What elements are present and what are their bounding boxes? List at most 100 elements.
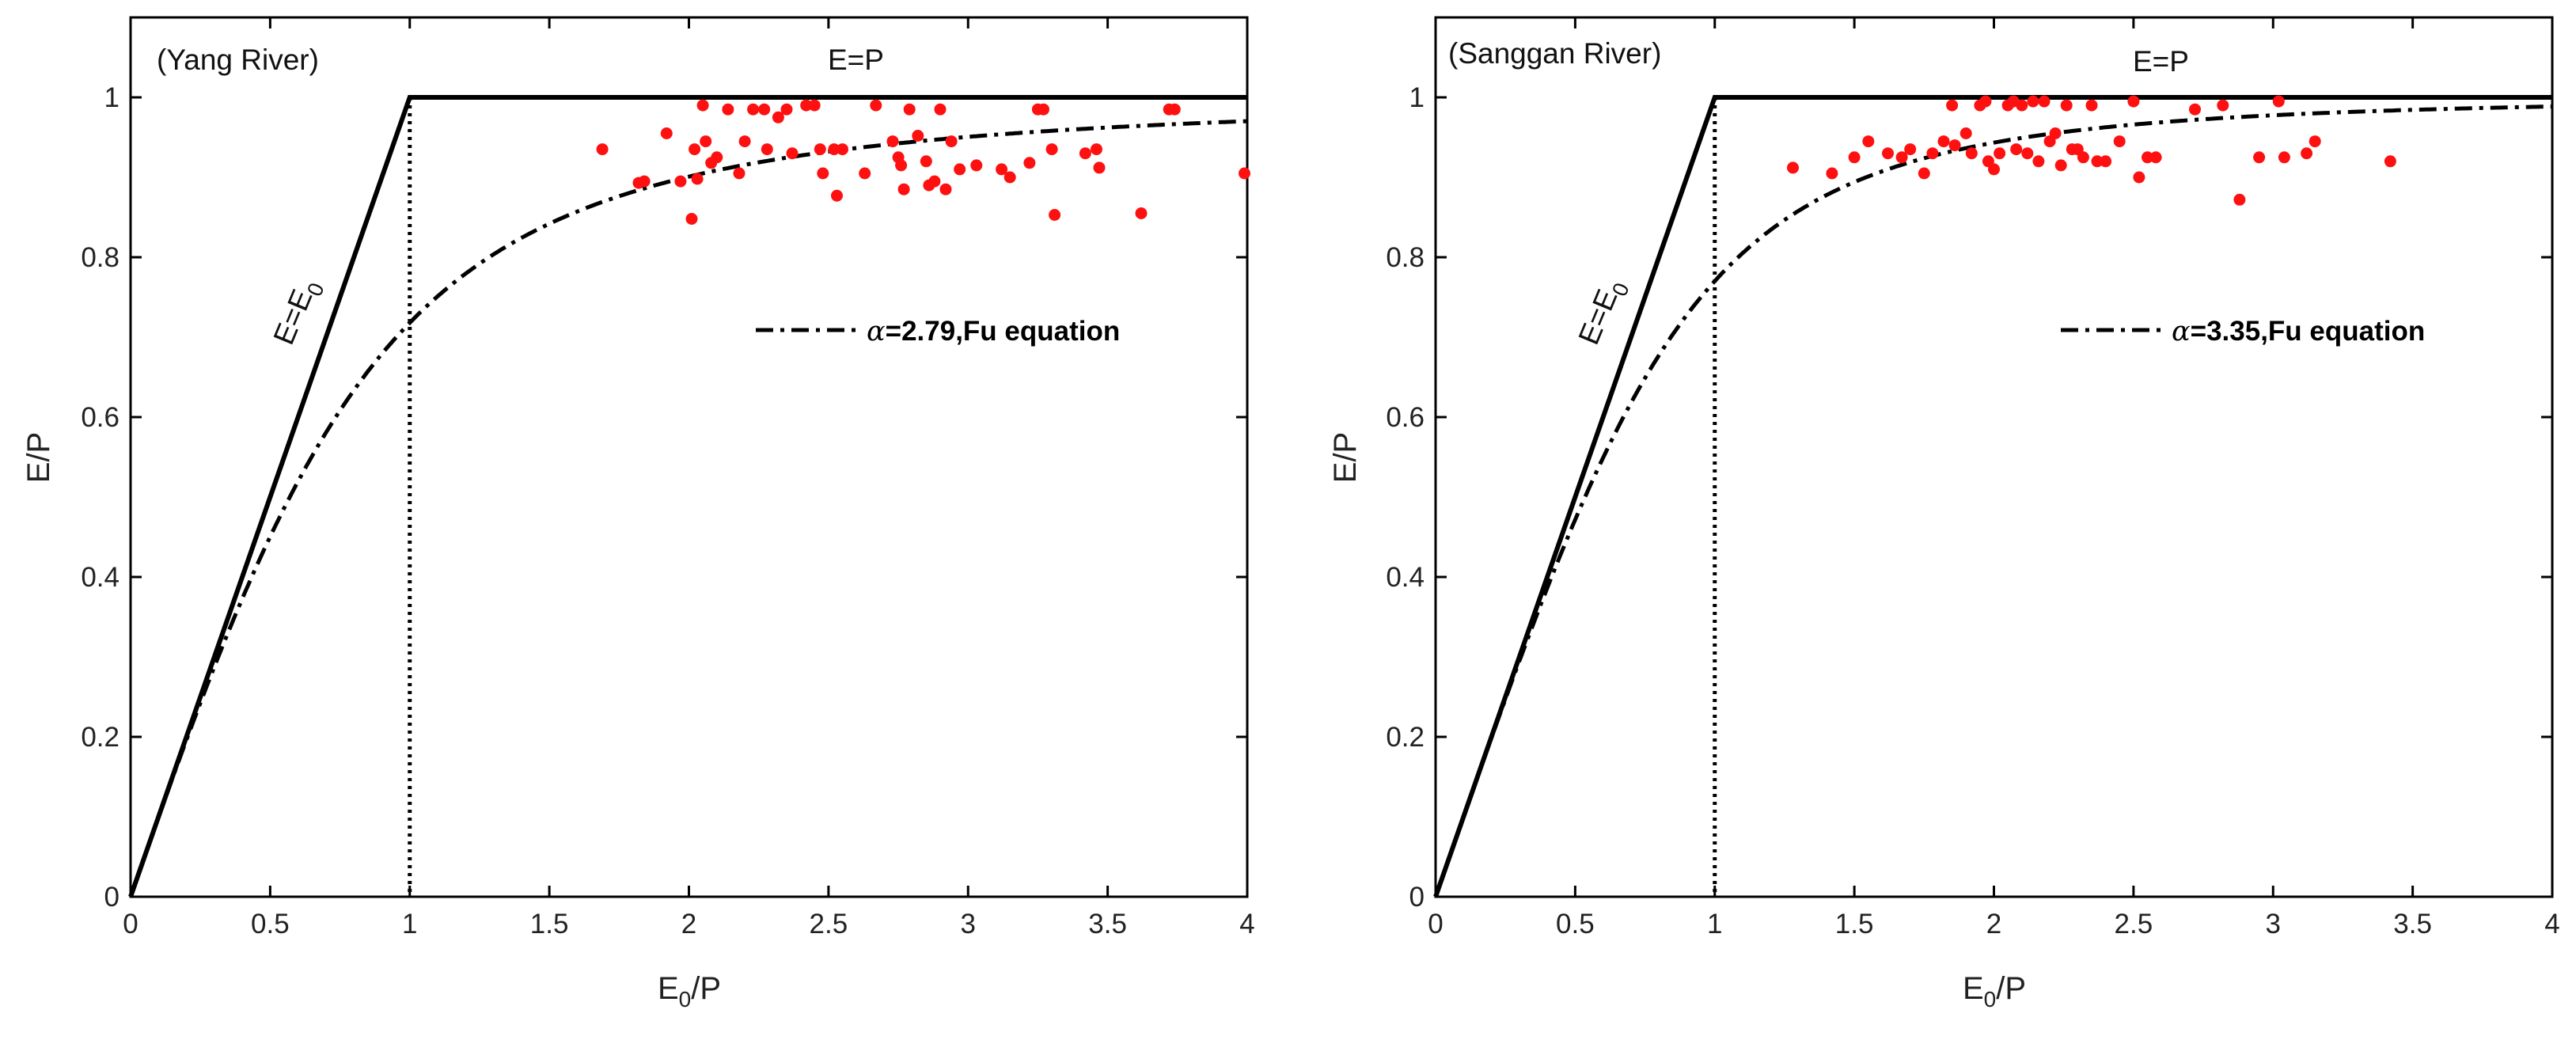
x-tick-label: 4	[2544, 909, 2559, 939]
data-point	[700, 135, 712, 148]
y-tick-label: 0.2	[1386, 722, 1425, 753]
y-tick-label: 1	[104, 82, 120, 113]
data-point	[1904, 143, 1917, 156]
data-point	[996, 163, 1008, 176]
data-point	[758, 103, 771, 116]
data-point	[2217, 99, 2229, 112]
x-axis-label-sub: 0	[679, 987, 692, 1012]
data-point	[2278, 151, 2290, 164]
data-point	[2077, 151, 2089, 164]
data-point	[1079, 147, 1091, 160]
data-point	[2027, 95, 2039, 108]
data-point	[817, 167, 829, 180]
data-point	[596, 143, 609, 156]
x-axis-label-tail: /P	[691, 971, 721, 1006]
data-point	[1093, 161, 1106, 174]
data-point	[934, 103, 947, 116]
x-axis-label: E0/P	[1963, 971, 2026, 1012]
data-point	[945, 135, 958, 148]
data-point	[1049, 209, 1061, 221]
data-point	[1895, 151, 1908, 164]
x-tick-label: 1	[1707, 909, 1722, 939]
x-tick-label: 1.5	[1835, 909, 1874, 939]
x-tick-label: 3	[961, 909, 976, 939]
data-point	[1787, 161, 1799, 174]
data-point	[674, 175, 687, 188]
data-point	[2149, 151, 2162, 164]
data-point	[2133, 171, 2145, 184]
data-point	[1091, 143, 1102, 156]
x-tick-label: 3.5	[1088, 909, 1127, 939]
data-point	[2253, 151, 2266, 164]
data-point	[870, 99, 882, 112]
legend-alpha-symbol: α	[2172, 316, 2191, 347]
data-point	[1135, 207, 1148, 219]
data-point	[920, 155, 932, 168]
observed-points	[1787, 95, 2396, 206]
data-point	[939, 183, 952, 195]
data-point	[800, 99, 813, 112]
data-point	[912, 130, 924, 142]
data-point	[711, 151, 723, 164]
x-tick-label: 4	[1239, 909, 1254, 939]
data-point	[638, 175, 651, 188]
x-tick-label: 0	[123, 909, 138, 939]
y-tick-label: 0.4	[81, 562, 120, 593]
x-axis-label: E0/P	[658, 971, 721, 1012]
data-point	[903, 103, 916, 116]
x-tick-label: 2.5	[2115, 909, 2153, 939]
data-point	[897, 183, 910, 195]
y-tick-label: 0.2	[81, 722, 120, 753]
legend-alpha-symbol: α	[867, 316, 886, 347]
x-tick-label: 1.5	[530, 909, 569, 939]
data-point	[2032, 155, 2045, 168]
x-axis-label-main: E	[1963, 971, 1984, 1006]
data-point	[772, 111, 784, 123]
data-point	[828, 143, 840, 156]
x-axis-label-sub: 0	[1984, 987, 1997, 1012]
data-point	[1988, 163, 2000, 176]
data-point	[1038, 103, 1049, 116]
data-point	[2272, 95, 2285, 108]
x-axis-label-tail: /P	[1996, 971, 2026, 1006]
energy-limit-line	[1433, 95, 2552, 898]
y-ticks: 0 0.2 0.4 0.6 0.8 1	[81, 82, 1247, 913]
water-limit-label: E=P	[828, 44, 884, 76]
y-tick-label: 0.8	[81, 242, 120, 273]
legend-label: =3.35,Fu equation	[2191, 316, 2426, 347]
data-point	[2127, 95, 2140, 108]
y-axis-label: E/P	[1328, 432, 1363, 483]
data-point	[1994, 147, 2006, 160]
data-point	[738, 135, 751, 148]
data-point	[691, 173, 704, 185]
data-point	[2142, 151, 2153, 164]
y-tick-label: 1	[1409, 82, 1425, 113]
data-point	[1948, 139, 1961, 152]
data-point	[2085, 99, 2098, 112]
legend: α=3.35,Fu equation	[2061, 316, 2425, 347]
data-point	[685, 213, 698, 225]
data-point	[2016, 99, 2028, 112]
x-tick-label: 3.5	[2393, 909, 2432, 939]
energy-limit-label: E=E0	[267, 279, 329, 349]
data-point	[1926, 147, 1939, 160]
data-point	[1826, 167, 1838, 180]
data-point	[954, 163, 966, 176]
data-point	[859, 167, 871, 180]
data-point	[1960, 127, 1972, 139]
panel-label: (Sanggan River)	[1448, 37, 1661, 70]
data-point	[780, 103, 793, 116]
data-point	[2189, 103, 2201, 116]
y-axis-label: E/P	[21, 432, 56, 483]
y-ticks: 0 0.2 0.4 0.6 0.8 1	[1386, 82, 2552, 913]
data-point	[1848, 151, 1861, 164]
data-point	[928, 175, 941, 188]
y-tick-label: 0.8	[1386, 242, 1425, 273]
data-point	[2054, 159, 2067, 172]
data-point	[831, 189, 843, 202]
data-point	[2113, 135, 2126, 148]
x-tick-label: 2	[1986, 909, 2001, 939]
svg-text:E=E0: E=E0	[1573, 274, 1634, 351]
data-point	[895, 159, 908, 172]
data-point	[1168, 103, 1181, 116]
